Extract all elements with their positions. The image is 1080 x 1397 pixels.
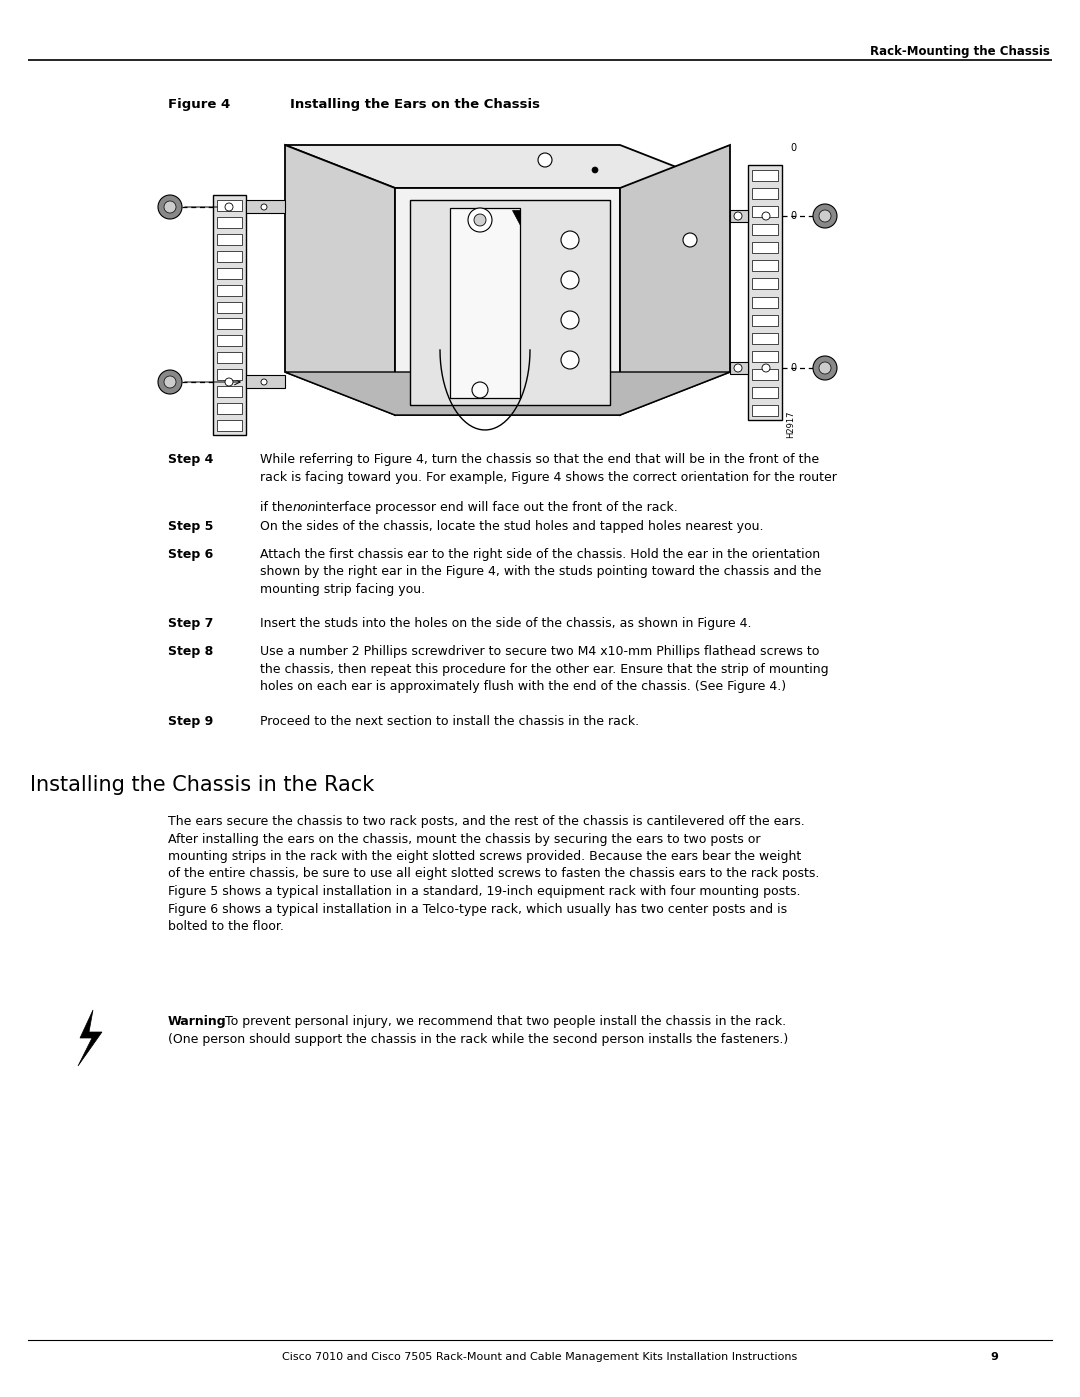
Circle shape xyxy=(561,231,579,249)
Circle shape xyxy=(813,356,837,380)
Text: interface processor end will face out the front of the rack.: interface processor end will face out th… xyxy=(315,502,678,514)
Circle shape xyxy=(561,271,579,289)
Polygon shape xyxy=(78,1010,102,1066)
Bar xyxy=(752,296,778,307)
Circle shape xyxy=(561,312,579,330)
Bar xyxy=(752,387,778,398)
Bar xyxy=(752,189,778,200)
Text: 0: 0 xyxy=(789,363,796,373)
Circle shape xyxy=(762,365,770,372)
Bar xyxy=(217,217,242,228)
Circle shape xyxy=(561,351,579,369)
Polygon shape xyxy=(395,189,620,415)
Bar xyxy=(217,420,242,432)
Text: To prevent personal injury, we recommend that two people install the chassis in : To prevent personal injury, we recommend… xyxy=(225,1016,786,1028)
Bar xyxy=(217,251,242,261)
Bar xyxy=(752,170,778,182)
Circle shape xyxy=(474,214,486,226)
Bar xyxy=(217,335,242,346)
Text: 9: 9 xyxy=(990,1352,998,1362)
Polygon shape xyxy=(512,210,519,225)
Circle shape xyxy=(225,203,233,211)
Polygon shape xyxy=(246,200,285,212)
Text: if the: if the xyxy=(260,502,297,514)
Text: H2917: H2917 xyxy=(786,409,795,437)
Bar xyxy=(217,302,242,313)
Text: The ears secure the chassis to two rack posts, and the rest of the chassis is ca: The ears secure the chassis to two rack … xyxy=(168,814,820,933)
Circle shape xyxy=(538,154,552,168)
Circle shape xyxy=(158,370,183,394)
Bar xyxy=(752,405,778,416)
Bar xyxy=(217,386,242,397)
Text: While referring to Figure 4, turn the chassis so that the end that will be in th: While referring to Figure 4, turn the ch… xyxy=(260,453,837,483)
Text: Step 4: Step 4 xyxy=(168,453,214,467)
Bar xyxy=(752,260,778,271)
Bar xyxy=(217,268,242,278)
Polygon shape xyxy=(285,372,730,415)
Polygon shape xyxy=(730,210,748,222)
Bar xyxy=(752,225,778,235)
Polygon shape xyxy=(285,145,395,415)
Text: Insert the studs into the holes on the side of the chassis, as shown in Figure 4: Insert the studs into the holes on the s… xyxy=(260,617,752,630)
Circle shape xyxy=(225,379,233,386)
Circle shape xyxy=(734,212,742,219)
Circle shape xyxy=(734,365,742,372)
Text: Figure 4: Figure 4 xyxy=(168,98,230,110)
Text: Step 6: Step 6 xyxy=(168,548,213,562)
Text: Step 8: Step 8 xyxy=(168,645,213,658)
Circle shape xyxy=(819,362,831,374)
Circle shape xyxy=(819,210,831,222)
Bar xyxy=(752,369,778,380)
Circle shape xyxy=(261,204,267,210)
Polygon shape xyxy=(246,374,285,388)
Bar xyxy=(752,314,778,326)
Text: Step 7: Step 7 xyxy=(168,617,214,630)
Circle shape xyxy=(261,379,267,386)
Circle shape xyxy=(683,233,697,247)
Polygon shape xyxy=(450,208,519,398)
Circle shape xyxy=(592,168,598,173)
Circle shape xyxy=(158,196,183,219)
Text: Installing the Ears on the Chassis: Installing the Ears on the Chassis xyxy=(291,98,540,110)
Bar xyxy=(217,200,242,211)
Bar xyxy=(752,242,778,253)
Bar xyxy=(752,278,778,289)
Bar xyxy=(752,207,778,217)
Bar xyxy=(217,369,242,380)
Text: Use a number 2 Phillips screwdriver to secure two M4 x10-mm Phillips flathead sc: Use a number 2 Phillips screwdriver to s… xyxy=(260,645,828,693)
Bar xyxy=(752,332,778,344)
Polygon shape xyxy=(730,362,748,374)
Bar xyxy=(217,352,242,363)
Polygon shape xyxy=(620,145,730,415)
Bar xyxy=(217,285,242,296)
Polygon shape xyxy=(410,200,610,405)
Circle shape xyxy=(762,212,770,219)
Circle shape xyxy=(164,376,176,388)
Polygon shape xyxy=(285,145,730,189)
Text: Cisco 7010 and Cisco 7505 Rack-Mount and Cable Management Kits Installation Inst: Cisco 7010 and Cisco 7505 Rack-Mount and… xyxy=(282,1352,798,1362)
Text: On the sides of the chassis, locate the stud holes and tapped holes nearest you.: On the sides of the chassis, locate the … xyxy=(260,520,764,534)
Text: Rack-Mounting the Chassis: Rack-Mounting the Chassis xyxy=(870,45,1050,59)
Circle shape xyxy=(813,204,837,228)
Text: (One person should support the chassis in the rack while the second person insta: (One person should support the chassis i… xyxy=(168,1034,788,1046)
Text: Step 5: Step 5 xyxy=(168,520,214,534)
Text: Warning: Warning xyxy=(168,1016,227,1028)
Text: 0: 0 xyxy=(789,142,796,154)
Bar xyxy=(213,196,246,434)
Bar xyxy=(217,319,242,330)
Text: non: non xyxy=(293,502,316,514)
Circle shape xyxy=(164,201,176,212)
Text: 0: 0 xyxy=(789,211,796,221)
Circle shape xyxy=(468,208,492,232)
Bar xyxy=(217,233,242,244)
Bar xyxy=(752,351,778,362)
Circle shape xyxy=(472,381,488,398)
Bar xyxy=(748,165,782,420)
Text: Installing the Chassis in the Rack: Installing the Chassis in the Rack xyxy=(30,775,375,795)
Text: Proceed to the next section to install the chassis in the rack.: Proceed to the next section to install t… xyxy=(260,715,639,728)
Text: Step 9: Step 9 xyxy=(168,715,213,728)
Text: Attach the first chassis ear to the right side of the chassis. Hold the ear in t: Attach the first chassis ear to the righ… xyxy=(260,548,822,597)
Bar xyxy=(217,404,242,414)
